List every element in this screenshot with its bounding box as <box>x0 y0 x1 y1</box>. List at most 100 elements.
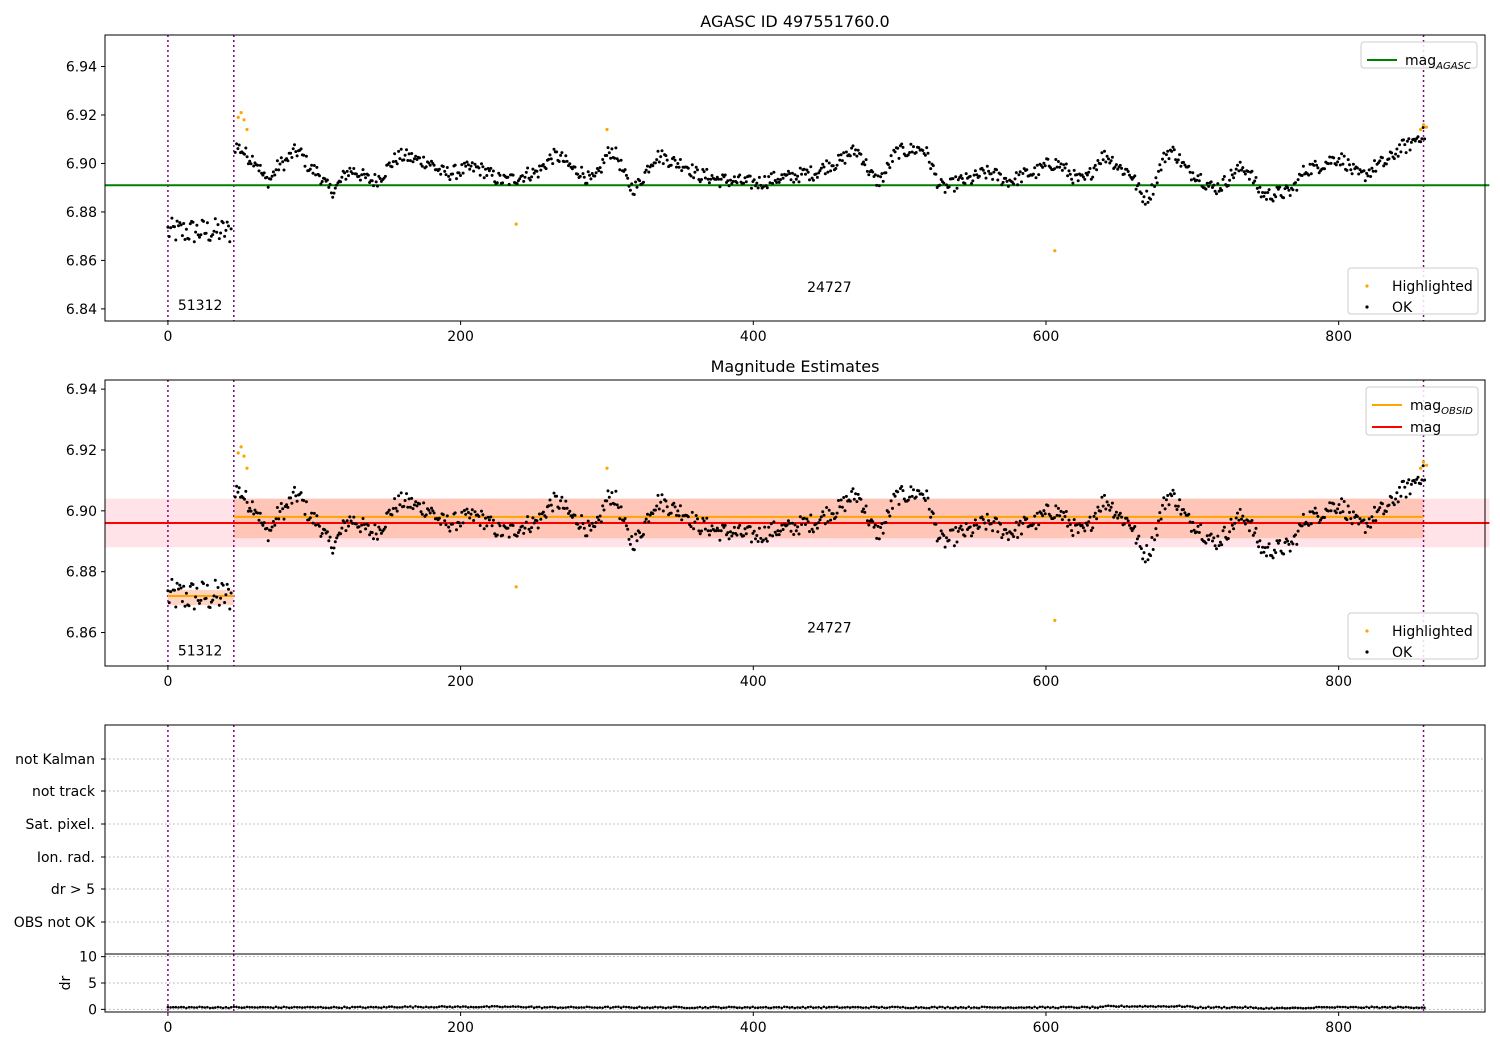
ok-point <box>548 498 552 502</box>
dr-point <box>1117 1005 1121 1008</box>
dr-point <box>443 1005 446 1008</box>
ok-point <box>1246 519 1250 523</box>
ok-point <box>257 169 261 173</box>
ok-point <box>332 546 336 550</box>
ok-point <box>964 522 968 526</box>
ok-point <box>1041 165 1045 169</box>
ok-point <box>1312 511 1316 515</box>
ok-point <box>767 175 771 179</box>
dr-point <box>1423 1006 1426 1009</box>
ok-point <box>1012 182 1016 186</box>
ok-point <box>178 583 182 587</box>
ok-point <box>303 512 307 516</box>
dr-point <box>754 1006 757 1010</box>
ok-point <box>630 535 634 538</box>
ok-point <box>1110 501 1114 505</box>
ok-point <box>1159 168 1163 172</box>
dr-point <box>1352 1005 1355 1009</box>
ok-point <box>1255 186 1259 190</box>
dr-point <box>962 1006 965 1009</box>
ok-point <box>806 170 810 174</box>
ok-point <box>1262 550 1266 554</box>
ok-point <box>532 521 536 525</box>
dr-point <box>1157 1004 1160 1008</box>
ok-point <box>891 506 894 510</box>
ok-point <box>169 590 173 594</box>
ok-point <box>1101 504 1105 508</box>
ok-point <box>1407 137 1411 141</box>
ok-point <box>1313 506 1317 510</box>
ok-point <box>952 544 956 548</box>
ok-point <box>451 522 455 526</box>
ok-point <box>1274 551 1278 555</box>
dr-point <box>1091 1005 1094 1008</box>
ok-point <box>1366 174 1370 178</box>
dr-point <box>1107 1004 1110 1007</box>
ok-point <box>880 172 884 176</box>
ok-point <box>942 181 946 185</box>
ok-point <box>398 503 402 507</box>
legend-label-main: mag <box>1410 398 1441 414</box>
ok-point <box>779 529 782 533</box>
ok-point <box>408 159 412 163</box>
ok-point <box>676 509 680 513</box>
ok-point <box>319 534 323 538</box>
ok-point <box>651 512 655 516</box>
dr-point <box>667 1006 670 1009</box>
ok-point <box>1187 512 1191 516</box>
ok-point <box>1275 539 1279 543</box>
ok-point <box>1154 176 1158 180</box>
dr-point <box>951 1006 955 1010</box>
ok-point <box>1233 171 1237 175</box>
ok-point <box>237 486 241 490</box>
ok-point <box>177 587 180 591</box>
dr-point <box>1294 1006 1297 1009</box>
dr-point <box>1402 1006 1405 1009</box>
ok-point <box>407 497 411 501</box>
ok-point <box>1093 511 1097 515</box>
ok-point <box>619 158 623 162</box>
dr-point <box>727 1005 731 1009</box>
dr-point <box>664 1006 668 1010</box>
ok-point <box>1042 509 1046 513</box>
highlighted-point-group <box>236 111 1429 253</box>
ok-point <box>761 538 765 542</box>
ok-point <box>1014 171 1018 175</box>
ok-point <box>227 224 230 228</box>
ok-point <box>1229 168 1233 172</box>
ok-point <box>1055 513 1059 517</box>
ok-point <box>233 150 237 154</box>
ok-point <box>567 512 570 515</box>
ok-point <box>420 164 424 168</box>
x-tick-label: 400 <box>740 1020 767 1036</box>
ok-point <box>349 519 353 523</box>
ok-point <box>333 540 337 544</box>
ok-point <box>1357 172 1361 176</box>
ok-point <box>648 513 652 517</box>
ok-point <box>1113 513 1117 517</box>
ok-point <box>1226 537 1230 540</box>
ok-point <box>929 515 933 519</box>
ok-point <box>524 170 528 174</box>
ok-point <box>1323 516 1326 519</box>
legend-box <box>1365 386 1479 436</box>
dr-point <box>648 1006 652 1010</box>
dr-point <box>374 1005 378 1009</box>
chart-title: Magnitude Estimates <box>711 357 880 376</box>
dr-point <box>1193 1006 1197 1009</box>
dr-point <box>1349 1005 1352 1009</box>
dr-point <box>1215 1005 1218 1009</box>
ok-point <box>208 606 212 609</box>
ok-point <box>1105 154 1109 158</box>
ok-point <box>736 526 740 530</box>
dr-point <box>1394 1006 1397 1009</box>
ok-point <box>314 523 318 527</box>
ok-point <box>466 163 470 167</box>
ok-point <box>788 521 792 525</box>
dr-point <box>1201 1006 1205 1010</box>
ok-point <box>1075 173 1079 177</box>
ok-point <box>563 160 566 164</box>
ok-point <box>935 539 939 543</box>
ok-point <box>623 517 627 520</box>
ok-point <box>528 530 532 534</box>
